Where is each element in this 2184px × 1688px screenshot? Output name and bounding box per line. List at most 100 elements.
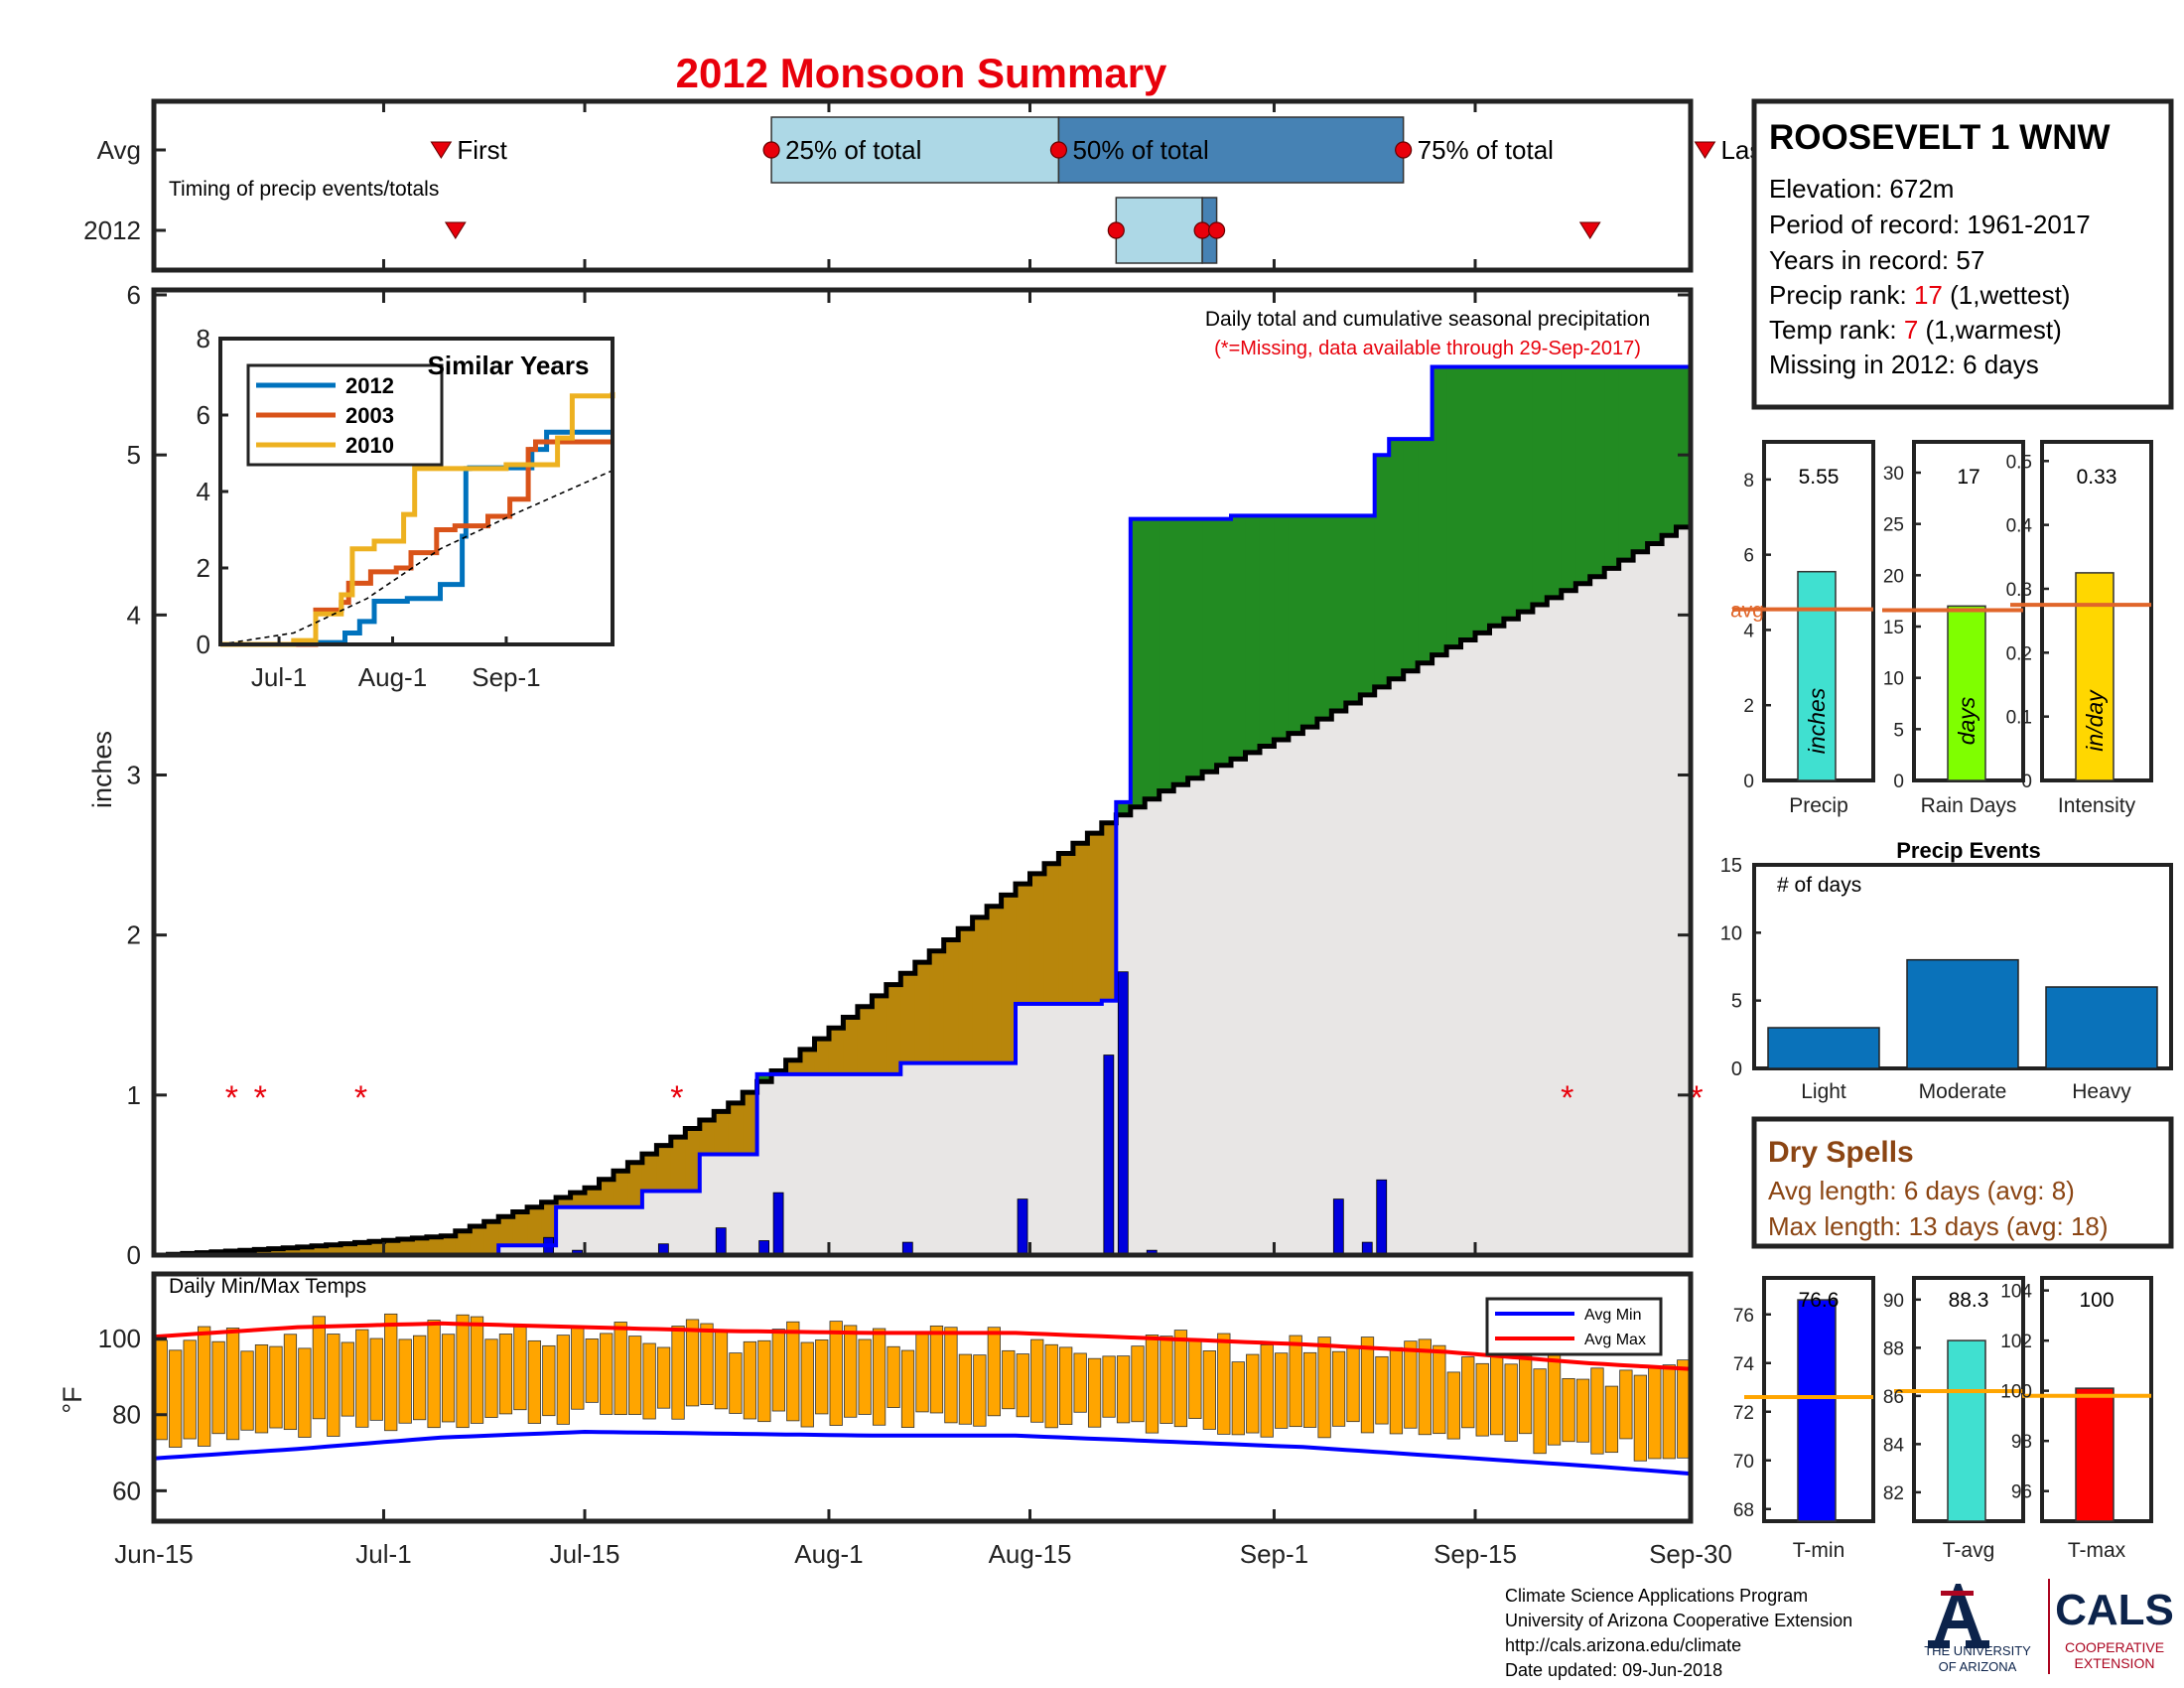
deficit-area-segment — [1043, 863, 1060, 1004]
daily-temp-bar — [1619, 1369, 1633, 1440]
daily-temp-bar — [1677, 1359, 1691, 1459]
summary-ytick-label: 0 — [1743, 772, 1754, 792]
date-tick-label: Jul-1 — [355, 1539, 411, 1569]
temp-summary-bar — [1797, 1299, 1837, 1522]
temp-rank-value: 7 — [1904, 315, 1918, 345]
daily-temp-bar — [1562, 1377, 1575, 1443]
summary-ytick-label: 0 — [2021, 772, 2032, 792]
missing-data-marker: * — [1561, 1079, 1573, 1117]
surplus-area-segment — [1518, 366, 1534, 613]
daily-temp-bar — [614, 1322, 627, 1416]
avg-p75-label: 75% of total — [1418, 135, 1554, 165]
deficit-area-segment — [857, 1006, 873, 1074]
deficit-area-segment — [556, 1196, 572, 1207]
main-ytick-label: 1 — [127, 1080, 141, 1110]
deficit-area-segment — [455, 1230, 471, 1255]
daily-temp-bar — [456, 1314, 470, 1429]
temp-summary-value: 88.3 — [1949, 1289, 1989, 1312]
daily-temp-bar — [700, 1323, 714, 1405]
temp-summary-label: T-min — [1793, 1539, 1845, 1562]
deficit-area-segment — [312, 1245, 328, 1255]
avg-box-50-75 — [1057, 116, 1405, 184]
footer-line3: http://cals.arizona.edu/climate — [1505, 1635, 1741, 1655]
deficit-area-segment — [254, 1249, 270, 1255]
temp-summary-value: 100 — [2079, 1289, 2114, 1312]
surplus-area-segment — [1589, 366, 1605, 577]
daily-temp-bar — [484, 1338, 498, 1418]
main-ytick-label: 6 — [127, 280, 141, 310]
daily-temp-bar — [1145, 1335, 1160, 1434]
summary-unit-text: days — [1954, 696, 1979, 745]
daily-temp-bar — [498, 1334, 513, 1415]
main-note-line2: (*=Missing, data available through 29-Se… — [1214, 338, 1641, 359]
deficit-area-segment — [641, 1154, 657, 1192]
daily-temp-bar — [169, 1349, 183, 1448]
daily-temp-bar — [844, 1325, 858, 1418]
avg-first-marker — [430, 141, 453, 159]
deficit-area-segment — [929, 950, 945, 1063]
summary-value-bar — [1797, 570, 1837, 781]
temp-summary-label: T-max — [2068, 1539, 2126, 1562]
daily-temp-bar — [298, 1347, 312, 1438]
surplus-area-segment — [1676, 366, 1692, 527]
daily-temp-bar — [1418, 1338, 1432, 1436]
deficit-area-segment — [828, 1028, 845, 1074]
deficit-area-segment — [498, 1216, 514, 1246]
daily-temp-bar — [915, 1331, 929, 1413]
deficit-area-segment — [483, 1221, 499, 1255]
missing-data-marker: * — [225, 1079, 238, 1117]
inset-ytick-label: 8 — [197, 324, 210, 353]
precip-events-bar — [2045, 986, 2158, 1069]
daily-temp-bar — [254, 1343, 269, 1434]
temp-legend-label-min: Avg Min — [1584, 1307, 1642, 1324]
inset-legend: 2012 2003 2010 — [246, 363, 444, 467]
station-info-box: ROOSEVELT 1 WNW Elevation: 672m Period o… — [1751, 98, 2174, 410]
date-tick-label: Jul-15 — [550, 1539, 620, 1569]
daily-temp-bar — [757, 1339, 771, 1423]
surplus-area-segment — [1360, 515, 1376, 695]
inset-ytick-label: 6 — [197, 400, 210, 430]
dry-spells-avg: Avg length: 6 days (avg: 8) — [1768, 1176, 2075, 1205]
daily-temp-bar — [225, 1328, 240, 1441]
daily-temp-bar — [642, 1342, 656, 1420]
daily-precip-bar — [1103, 1055, 1115, 1256]
surplus-area-segment — [1245, 515, 1261, 753]
daily-temp-bar — [1160, 1336, 1173, 1424]
temp-summary-ytick-label: 74 — [1733, 1354, 1755, 1375]
main-ytick-label: 3 — [127, 761, 141, 790]
temp-summary-ytick-label: 82 — [1883, 1483, 1904, 1504]
summary-value-text: 5.55 — [1799, 466, 1840, 489]
figure-title: 2012 Monsoon Summary — [676, 50, 1167, 96]
deficit-area-segment — [872, 995, 887, 1074]
dry-spells-max: Max length: 13 days (avg: 18) — [1768, 1211, 2109, 1241]
surplus-area-segment — [1130, 518, 1146, 807]
surplus-area-segment — [1403, 439, 1419, 671]
summary-ytick-label: 30 — [1883, 464, 1904, 485]
daily-temp-bar — [1131, 1345, 1145, 1423]
similar-years-inset: 0 2 4 6 8 Jul-1 Aug-1 Sep-1 2012 2003 2010 Similar … — [197, 324, 615, 692]
temp-summary-ytick-label: 68 — [1733, 1500, 1754, 1521]
daily-precip-bar — [772, 1192, 784, 1256]
avg-p25-label: 25% of total — [785, 135, 921, 165]
daily-temp-bar — [341, 1341, 354, 1417]
summary-avg-label: avg — [1730, 600, 1764, 623]
deficit-area-segment — [441, 1235, 457, 1255]
daily-temp-bar — [815, 1338, 829, 1415]
logo-coop2: EXTENSION — [2075, 1655, 2155, 1671]
y2012-p25-marker — [1107, 221, 1125, 239]
summary-ytick-label: 4 — [1743, 621, 1754, 641]
daily-temp-bar — [829, 1321, 843, 1426]
daily-temp-bar — [887, 1345, 900, 1408]
summary-ytick-label: 20 — [1883, 566, 1904, 587]
daily-temp-bar — [973, 1354, 987, 1427]
deficit-area-segment — [470, 1225, 485, 1255]
daily-temp-bar — [1490, 1350, 1504, 1436]
main-frame — [151, 287, 1694, 1258]
surplus-area-segment — [1159, 518, 1174, 791]
deficit-area-segment — [1072, 843, 1088, 1004]
surplus-area-segment — [1288, 515, 1303, 734]
title-layer: 2012 Monsoon Summary — [676, 50, 1167, 96]
footer-line4: Date updated: 09-Jun-2018 — [1505, 1660, 1722, 1680]
temp-summary-bar — [2075, 1387, 2115, 1522]
precip-rank-value: 17 — [1914, 280, 1943, 310]
